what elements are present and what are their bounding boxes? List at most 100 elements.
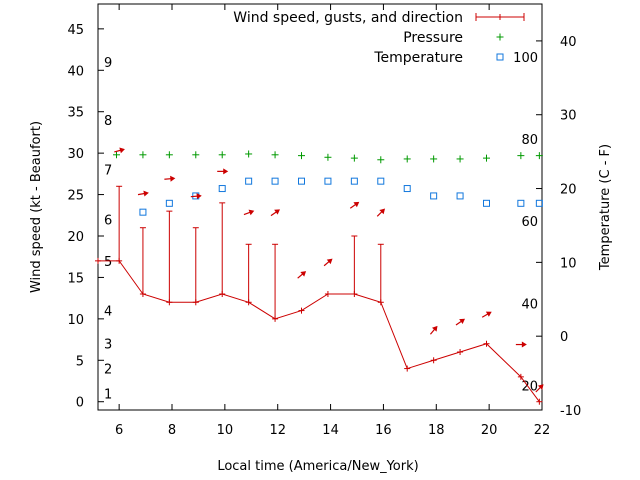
x-tick-label: 22	[534, 423, 551, 438]
temperature-point	[377, 177, 385, 185]
legend-swatch-wind-marker	[497, 14, 503, 20]
wind-direction-arrow	[217, 168, 229, 175]
y-tick-label-left: 20	[67, 230, 84, 245]
beaufort-label: 5	[104, 255, 112, 270]
wind-direction-arrow	[376, 208, 386, 217]
wind-speed-point	[324, 291, 331, 297]
beaufort-label: 1	[104, 387, 112, 402]
wind-direction-arrow	[297, 271, 307, 279]
temperature-point	[535, 199, 543, 207]
temperature-point	[245, 177, 253, 185]
wind-speed-point	[404, 365, 411, 372]
y-tick-label-right: -10	[560, 404, 581, 419]
pressure-point	[298, 152, 305, 160]
beaufort-label: 6	[104, 213, 112, 228]
wind-direction-arrow	[164, 175, 176, 182]
beaufort-label: 2	[104, 363, 112, 378]
y-tick-label-left: 45	[67, 23, 84, 38]
y-tick-label-left: 40	[67, 64, 84, 79]
x-tick-label: 6	[115, 423, 123, 438]
wind-direction-arrow	[429, 325, 438, 335]
wind-speed-point	[272, 315, 279, 322]
wind-direction-arrow	[515, 341, 527, 348]
y-tick-label-right: 30	[560, 109, 577, 124]
pressure-point	[535, 152, 543, 160]
beaufort-label: 4	[104, 305, 112, 320]
legend-swatch-temperature	[496, 53, 504, 61]
x-tick-label: 20	[481, 423, 498, 438]
wind-direction-arrow	[114, 147, 125, 154]
fahrenheit-label: 80	[521, 133, 538, 148]
pressure-point	[139, 151, 147, 159]
pressure-point	[403, 155, 411, 163]
legend-label-temperature: Temperature	[373, 50, 463, 66]
temperature-point	[165, 199, 173, 207]
beaufort-label: 3	[104, 338, 112, 353]
fahrenheit-label: 40	[521, 298, 538, 313]
y-tick-label-left: 25	[67, 189, 84, 204]
x-tick-label: 8	[168, 423, 176, 438]
wind-speed-point	[457, 349, 464, 355]
pressure-point	[517, 152, 525, 160]
y-tick-label-left: 5	[76, 354, 84, 369]
pressure-point	[113, 151, 120, 159]
x-tick-label: 10	[217, 423, 234, 438]
wind-speed-point	[192, 299, 199, 306]
pressure-point	[483, 154, 490, 162]
legend-swatch-pressure	[496, 33, 504, 41]
x-tick-label: 14	[322, 423, 339, 438]
x-tick-label: 16	[375, 423, 392, 438]
pressure-point	[218, 151, 226, 159]
pressure-point	[324, 153, 332, 161]
wind-direction-arrow	[243, 209, 255, 216]
fahrenheit-label: 100	[513, 51, 538, 66]
temperature-point	[218, 185, 226, 193]
y-axis-label-right: Temperature (C - F)	[598, 144, 613, 271]
plot-frame	[97, 3, 543, 411]
wind-speed-point	[116, 257, 123, 264]
pressure-point	[377, 156, 385, 164]
x-axis-label: Local time (America/New_York)	[217, 459, 418, 474]
wind-speed-point	[298, 307, 305, 314]
wind-direction-arrow	[349, 201, 360, 209]
wind-speed-point	[139, 291, 146, 297]
x-tick-label: 18	[428, 423, 445, 438]
temperature-point	[271, 177, 279, 185]
y-tick-label-left: 15	[67, 271, 84, 286]
temperature-point	[483, 199, 490, 207]
pressure-point	[165, 151, 173, 159]
pressure-point	[430, 155, 438, 163]
wind-speed-point	[245, 299, 252, 306]
wind-direction-arrow	[535, 384, 544, 393]
pressure-point	[192, 151, 200, 159]
wind-speed-line	[98, 260, 540, 403]
wind-speed-point	[536, 398, 543, 405]
y-tick-label-right: 40	[560, 35, 577, 50]
pressure-point	[271, 151, 279, 159]
x-tick-label: 12	[269, 423, 286, 438]
wind-speed-point	[483, 340, 490, 347]
pressure-point	[350, 154, 358, 162]
pressure-point	[245, 150, 253, 158]
beaufort-label: 9	[104, 56, 112, 71]
wind-speed-point	[166, 299, 173, 306]
temperature-point	[430, 192, 438, 200]
temperature-point	[456, 192, 464, 200]
beaufort-label: 8	[104, 114, 112, 129]
temperature-point	[324, 177, 332, 185]
wind-speed-point	[430, 357, 437, 364]
wind-direction-arrow	[455, 318, 465, 326]
temperature-point	[403, 185, 411, 193]
y-tick-label-right: 10	[560, 256, 577, 271]
temperature-point	[350, 177, 358, 185]
y-tick-label-right: 20	[560, 183, 577, 198]
temperature-point	[139, 208, 147, 216]
wind-direction-arrow	[190, 193, 202, 200]
wind-direction-arrow	[137, 190, 149, 197]
wind-speed-point	[517, 373, 524, 380]
fahrenheit-label: 60	[521, 215, 538, 230]
wind-speed-point	[377, 299, 384, 306]
wind-speed-point	[95, 257, 101, 264]
wind-direction-arrow	[323, 258, 333, 267]
